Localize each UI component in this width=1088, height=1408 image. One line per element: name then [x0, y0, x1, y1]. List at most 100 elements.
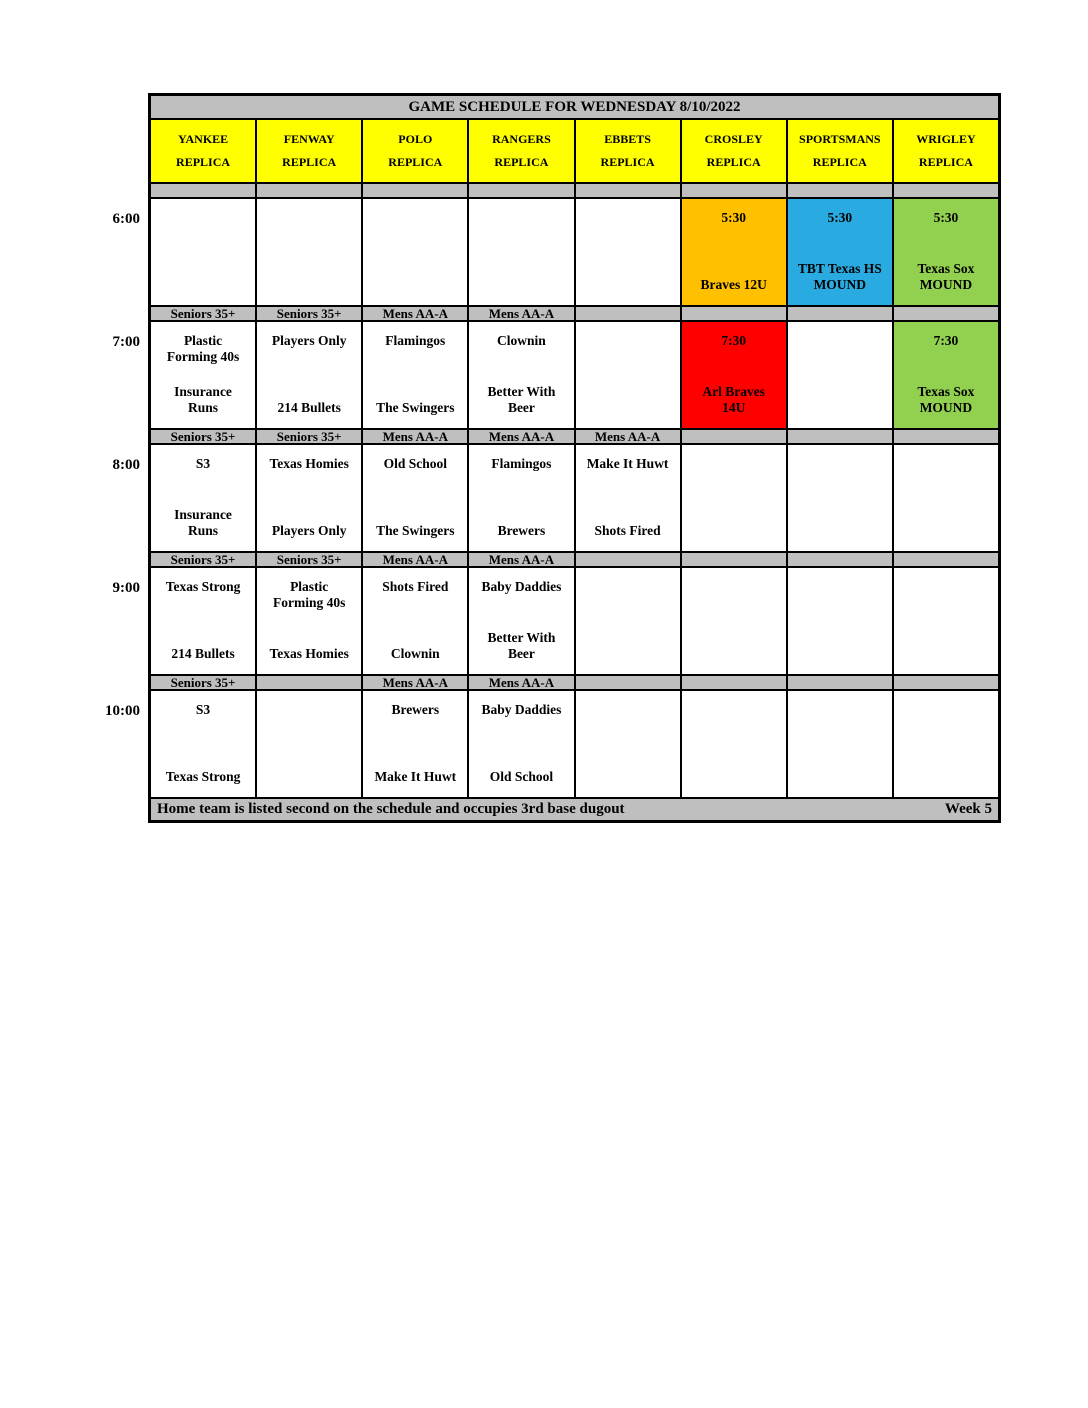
- game-cell: [680, 567, 787, 675]
- time-label: 8:00: [112, 457, 141, 473]
- away-team: Brewers: [391, 702, 440, 717]
- home-team: Braves 12U: [700, 277, 767, 293]
- venue-name: YANKEE: [177, 132, 229, 146]
- division-label: [680, 306, 787, 321]
- game-cell: [574, 567, 681, 675]
- time-row: 8:00 S3 Insurance Runs Texas Homies Players …: [113, 444, 999, 552]
- division-label: [680, 552, 787, 567]
- schedule-table: GAME SCHEDULE FOR WEDNESDAY 8/10/2022 YA…: [105, 93, 1001, 823]
- home-team: The Swingers: [376, 523, 455, 539]
- home-team: Players Only: [271, 523, 347, 539]
- game-cell: S3 Insurance Runs: [150, 444, 257, 552]
- division-label: [574, 306, 681, 321]
- home-team: Better With Beer: [487, 630, 556, 662]
- home-team: Insurance Runs: [174, 507, 232, 539]
- venue-cell: WRIGLEY REPLICA: [892, 119, 999, 183]
- game-cell: 5:30 TBT Texas HS MOUND: [786, 198, 893, 306]
- game-cell: [574, 690, 681, 798]
- venue-cell: SPORTSMANS REPLICA: [786, 119, 893, 183]
- time-row: 6:00 5:30 Braves 12U 5:30 TBT Texas HS MOUND…: [113, 198, 999, 306]
- away-team: Baby Daddies: [481, 702, 562, 717]
- division-label: [256, 675, 363, 690]
- home-team: Shots Fired: [594, 523, 661, 539]
- game-cell: Flamingos Brewers: [468, 444, 575, 552]
- home-team: Brewers: [497, 523, 546, 539]
- game-cell: 5:30 Texas Sox MOUND: [892, 198, 999, 306]
- game-cell: [786, 321, 893, 429]
- venue-type: REPLICA: [388, 155, 443, 169]
- game-time: 7:30: [721, 333, 747, 348]
- spacer-cell: [680, 183, 787, 198]
- game-cell: 7:30 Arl Braves 14U: [680, 321, 787, 429]
- division-row: Seniors 35+ Seniors 35+ Mens AA-A Mens AA-A…: [150, 429, 999, 444]
- home-team: Insurance Runs: [174, 384, 232, 416]
- home-team: Texas Sox MOUND: [917, 384, 975, 416]
- footer-bar: Home team is listed second on the schedu…: [150, 798, 999, 821]
- game-cell: [892, 690, 999, 798]
- home-team: Better With Beer: [487, 384, 556, 416]
- division-row: Seniors 35+ Seniors 35+ Mens AA-A Mens AA-A: [150, 552, 999, 567]
- venue-name: EBBETS: [604, 132, 651, 146]
- game-cell: [256, 690, 363, 798]
- game-cell: Texas Strong 214 Bullets: [150, 567, 257, 675]
- venue-name: WRIGLEY: [916, 132, 976, 146]
- game-cell: [680, 444, 787, 552]
- home-team: Texas Strong: [165, 769, 241, 785]
- game-cell: Baby Daddies Old School: [468, 690, 575, 798]
- division-label: [892, 306, 999, 321]
- schedule-body: 6:00 5:30 Braves 12U 5:30 TBT Texas HS MOUND…: [105, 198, 999, 798]
- game-cell: [680, 690, 787, 798]
- game-cell: 7:30 Texas Sox MOUND: [892, 321, 999, 429]
- division-label: Seniors 35+: [256, 552, 363, 567]
- home-team: 214 Bullets: [277, 400, 341, 416]
- division-label: [786, 306, 893, 321]
- home-team: The Swingers: [376, 400, 455, 416]
- game-cell: Old School The Swingers: [362, 444, 469, 552]
- game-cell: Brewers Make It Huwt: [362, 690, 469, 798]
- game-time: 7:30: [933, 333, 959, 348]
- spacer-cell: [362, 183, 469, 198]
- division-label: Mens AA-A: [362, 552, 469, 567]
- division-label: [786, 675, 893, 690]
- away-team: Clownin: [497, 333, 546, 348]
- time-label: 6:00: [112, 211, 141, 227]
- game-cell: [786, 567, 893, 675]
- game-cell: Make It Huwt Shots Fired: [574, 444, 681, 552]
- game-cell: [362, 198, 469, 306]
- game-time: 5:30: [827, 210, 853, 225]
- division-label: Mens AA-A: [468, 675, 575, 690]
- venue-type: REPLICA: [706, 155, 761, 169]
- venue-cell: YANKEE REPLICA: [150, 119, 257, 183]
- game-cell: [574, 198, 681, 306]
- division-label: [680, 675, 787, 690]
- home-team: 214 Bullets: [171, 646, 235, 662]
- venue-name: CROSLEY: [704, 132, 763, 146]
- game-cell: Shots Fired Clownin: [362, 567, 469, 675]
- division-label: [892, 429, 999, 444]
- venue-name: FENWAY: [283, 132, 335, 146]
- venue-header-row: YANKEE REPLICA FENWAY REPLICA POLO REPLICA RAN…: [150, 119, 999, 183]
- division-label: Mens AA-A: [468, 552, 575, 567]
- division-row: Seniors 35+ Mens AA-A Mens AA-A: [150, 675, 999, 690]
- game-cell: [892, 567, 999, 675]
- game-cell: [786, 444, 893, 552]
- home-team: Texas Sox MOUND: [917, 261, 975, 293]
- time-label: 9:00: [112, 580, 141, 596]
- division-label: [892, 675, 999, 690]
- division-label: [574, 675, 681, 690]
- venue-cell: FENWAY REPLICA: [256, 119, 363, 183]
- venue-cell: EBBETS REPLICA: [574, 119, 681, 183]
- division-label: [892, 552, 999, 567]
- home-team: Texas Homies: [269, 646, 349, 662]
- home-team: TBT Texas HS MOUND: [797, 261, 882, 293]
- spacer-cell: [786, 183, 893, 198]
- game-cell: Players Only 214 Bullets: [256, 321, 363, 429]
- division-label: Mens AA-A: [468, 429, 575, 444]
- venue-type: REPLICA: [918, 155, 973, 169]
- game-cell: [468, 198, 575, 306]
- away-team: Texas Strong: [165, 579, 241, 594]
- game-cell: S3 Texas Strong: [150, 690, 257, 798]
- away-team: Make It Huwt: [586, 456, 669, 471]
- game-cell: Plastic Forming 40s Insurance Runs: [150, 321, 257, 429]
